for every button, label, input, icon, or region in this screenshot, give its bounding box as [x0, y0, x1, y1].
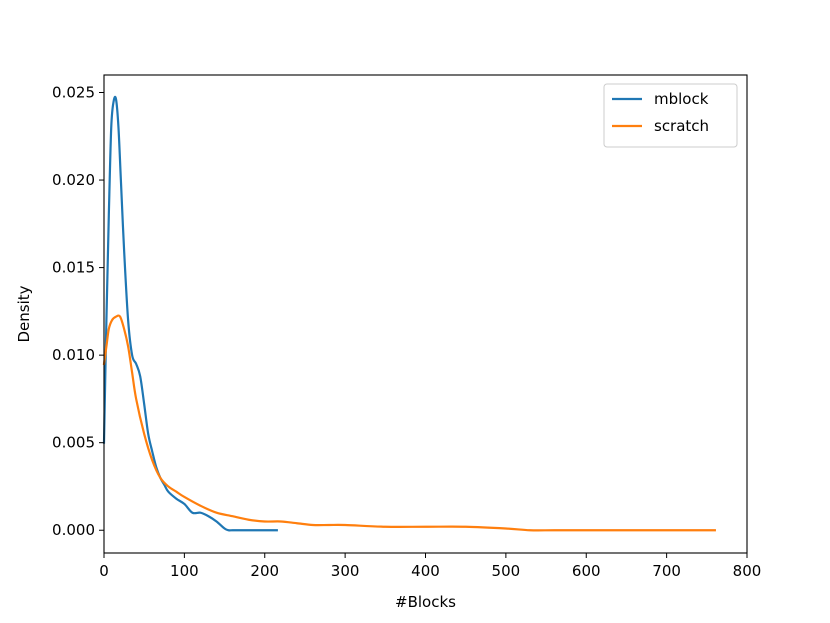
x-tick-label: 600 — [572, 562, 601, 580]
y-tick-label: 0.000 — [52, 521, 95, 539]
series-line-scratch — [102, 314, 716, 532]
series-layer — [102, 95, 716, 532]
x-tick-label: 800 — [733, 562, 762, 580]
x-tick-label: 0 — [99, 562, 109, 580]
y-tick-label: 0.005 — [52, 434, 95, 452]
x-tick-label: 100 — [170, 562, 199, 580]
y-tick-label: 0.025 — [52, 84, 95, 102]
series-line-mblock — [102, 95, 278, 532]
x-tick-label: 200 — [250, 562, 279, 580]
x-axis-label: #Blocks — [395, 593, 456, 611]
legend-label-mblock: mblock — [654, 90, 709, 108]
x-tick-label: 700 — [652, 562, 681, 580]
y-tick-label: 0.015 — [52, 259, 95, 277]
x-tick-label: 300 — [331, 562, 360, 580]
legend-label-scratch: scratch — [654, 117, 709, 135]
y-axis: 0.000 0.005 0.010 0.015 0.020 0.025 — [52, 84, 104, 539]
x-tick-label: 500 — [492, 562, 521, 580]
x-axis: 0 100 200 300 400 500 600 700 800 — [99, 553, 761, 580]
y-tick-label: 0.020 — [52, 171, 95, 189]
y-tick-label: 0.010 — [52, 346, 95, 364]
legend: mblock scratch — [603, 83, 738, 148]
y-axis-label: Density — [15, 285, 33, 342]
x-tick-label: 400 — [411, 562, 440, 580]
